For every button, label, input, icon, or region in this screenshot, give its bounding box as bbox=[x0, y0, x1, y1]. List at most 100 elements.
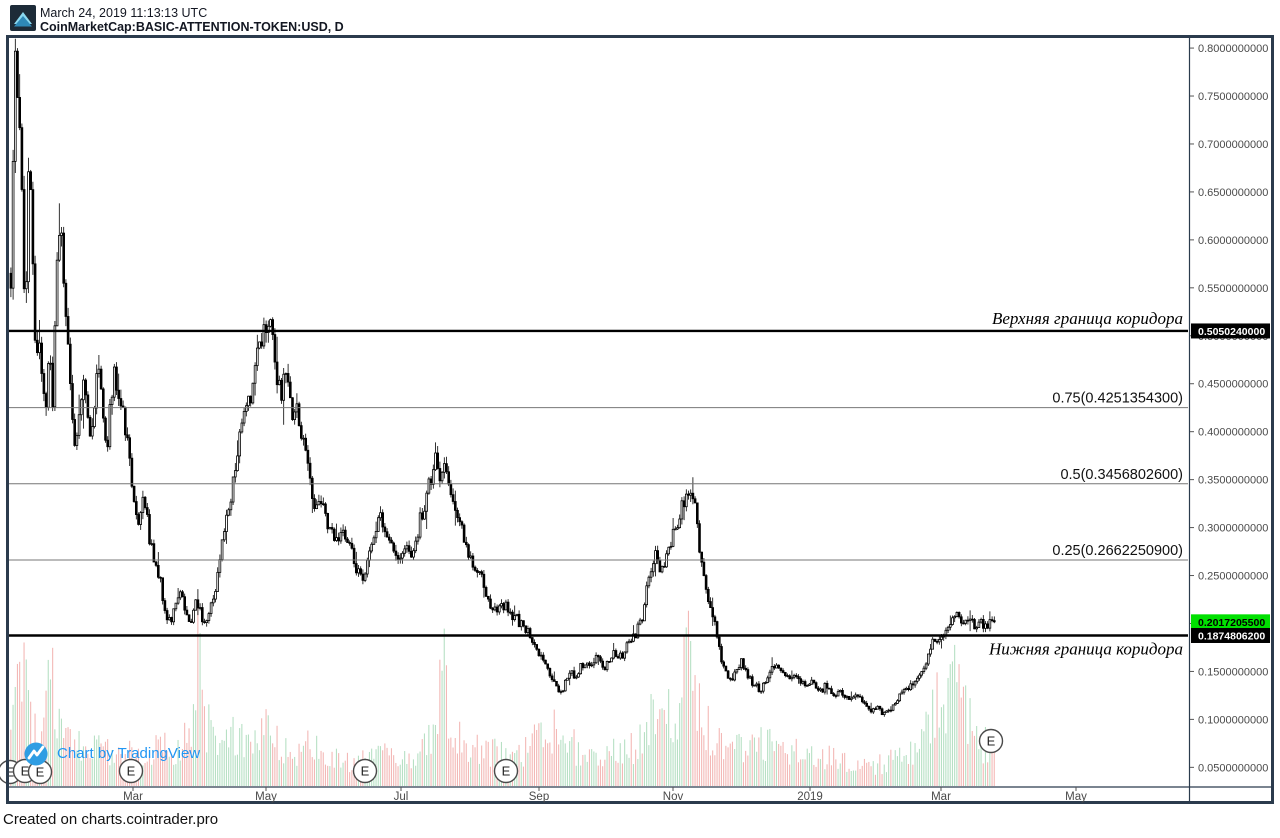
candle-up bbox=[669, 545, 673, 548]
price-badge-lower: 0.1874806200 bbox=[1198, 630, 1265, 642]
candle-down bbox=[467, 544, 470, 558]
candle-down bbox=[933, 638, 937, 642]
volume-bar bbox=[771, 741, 773, 786]
tradingview-watermark-link[interactable]: Chart by TradingView bbox=[57, 745, 201, 762]
candle-up bbox=[920, 671, 923, 676]
price-badge-lower-bg bbox=[1191, 627, 1270, 643]
volume-bar bbox=[47, 659, 49, 786]
event-marker[interactable]: E bbox=[352, 758, 378, 784]
volume-bar bbox=[727, 747, 729, 786]
volume-bar bbox=[65, 728, 67, 786]
volume-bar bbox=[830, 765, 832, 786]
volume-bar bbox=[91, 758, 93, 786]
candle-up bbox=[680, 500, 684, 520]
candle-up bbox=[526, 628, 530, 633]
candle-down bbox=[88, 416, 92, 437]
tradingview-logo-icon[interactable] bbox=[24, 742, 48, 766]
volume-bar bbox=[302, 745, 304, 786]
volume-bar bbox=[811, 746, 813, 786]
volume-bar bbox=[206, 752, 208, 786]
volume-bar bbox=[14, 686, 16, 786]
candle-up bbox=[508, 611, 512, 614]
volume-bar bbox=[538, 723, 540, 786]
candle-down bbox=[557, 685, 560, 693]
event-marker-letter: E bbox=[21, 764, 30, 779]
candle-down bbox=[163, 600, 167, 611]
volume-bar bbox=[69, 729, 71, 786]
volume-bar bbox=[679, 703, 681, 786]
volume-bar bbox=[863, 758, 865, 786]
volume-bar bbox=[641, 753, 643, 786]
candle-down bbox=[799, 678, 802, 684]
volume-bar bbox=[839, 763, 841, 786]
candle-down bbox=[273, 334, 277, 363]
candle-down bbox=[720, 646, 723, 663]
candle-up bbox=[205, 620, 209, 623]
event-marker[interactable]: E bbox=[978, 728, 1004, 754]
candle-down bbox=[86, 394, 90, 418]
event-marker-circle[interactable] bbox=[493, 758, 519, 784]
candle-down bbox=[555, 680, 558, 687]
volume-bar bbox=[335, 748, 337, 786]
candle-down bbox=[548, 667, 552, 677]
lower-boundary-label: Нижняя граница коридора bbox=[988, 639, 1183, 658]
volume-bar bbox=[753, 737, 755, 786]
candle-up bbox=[251, 382, 255, 404]
volume-bar bbox=[221, 739, 223, 786]
volume-bar bbox=[709, 755, 711, 786]
volume-bar bbox=[597, 765, 599, 786]
volume-bar bbox=[593, 751, 595, 786]
volume-bar bbox=[848, 768, 850, 786]
volume-bar bbox=[976, 726, 978, 786]
candle-up bbox=[570, 670, 574, 674]
candle-down bbox=[165, 610, 169, 621]
candle-up bbox=[612, 650, 615, 659]
volume-bar bbox=[67, 727, 69, 786]
candle-down bbox=[588, 662, 591, 666]
candle-up bbox=[559, 691, 563, 693]
candle-up bbox=[918, 674, 921, 679]
volume-bar bbox=[896, 756, 898, 786]
candle-up bbox=[748, 676, 752, 679]
candle-up bbox=[887, 709, 890, 712]
candle-down bbox=[698, 523, 701, 553]
candle-down bbox=[687, 493, 690, 496]
volume-bar bbox=[261, 718, 263, 786]
volume-bar bbox=[536, 729, 538, 786]
volume-bar bbox=[232, 716, 234, 786]
candle-down bbox=[880, 708, 884, 716]
event-marker-circle[interactable] bbox=[352, 758, 378, 784]
candle-down bbox=[40, 342, 43, 374]
price-axis[interactable]: 0.0500000000 0.1000000000 0.1500000000 0.20… bbox=[1190, 43, 1270, 774]
volume-bar bbox=[164, 732, 166, 786]
volume-bar bbox=[540, 722, 542, 786]
event-marker-circle[interactable] bbox=[118, 758, 144, 784]
candle-down bbox=[330, 527, 334, 530]
candle-up bbox=[737, 667, 741, 670]
event-marker[interactable]: E bbox=[493, 758, 519, 784]
volume-bar bbox=[692, 690, 694, 786]
volume-bar bbox=[956, 682, 958, 786]
volume-bar bbox=[472, 744, 474, 786]
volume-bar bbox=[318, 758, 320, 786]
volume-bar bbox=[872, 761, 874, 786]
event-marker-circle[interactable] bbox=[978, 728, 1004, 754]
volume-bar bbox=[626, 754, 628, 786]
candle-up bbox=[513, 615, 516, 621]
volume-bar bbox=[483, 758, 485, 786]
candle-up bbox=[902, 689, 906, 693]
candle-down bbox=[196, 599, 200, 609]
candle-up bbox=[266, 325, 270, 334]
volume-bar bbox=[943, 704, 945, 786]
volume-bar bbox=[566, 752, 568, 786]
event-marker[interactable]: E bbox=[118, 758, 144, 784]
time-axis[interactable]: Mar May Jul Sep Nov 2019 Mar May bbox=[123, 787, 1087, 803]
candle-down bbox=[777, 664, 780, 669]
candle-up bbox=[883, 711, 886, 716]
candle-down bbox=[346, 538, 349, 543]
chart-plot-area[interactable] bbox=[9, 38, 1188, 786]
x-tick-label: Jul bbox=[394, 791, 409, 803]
candle-down bbox=[200, 607, 204, 623]
candle-up bbox=[233, 470, 237, 478]
